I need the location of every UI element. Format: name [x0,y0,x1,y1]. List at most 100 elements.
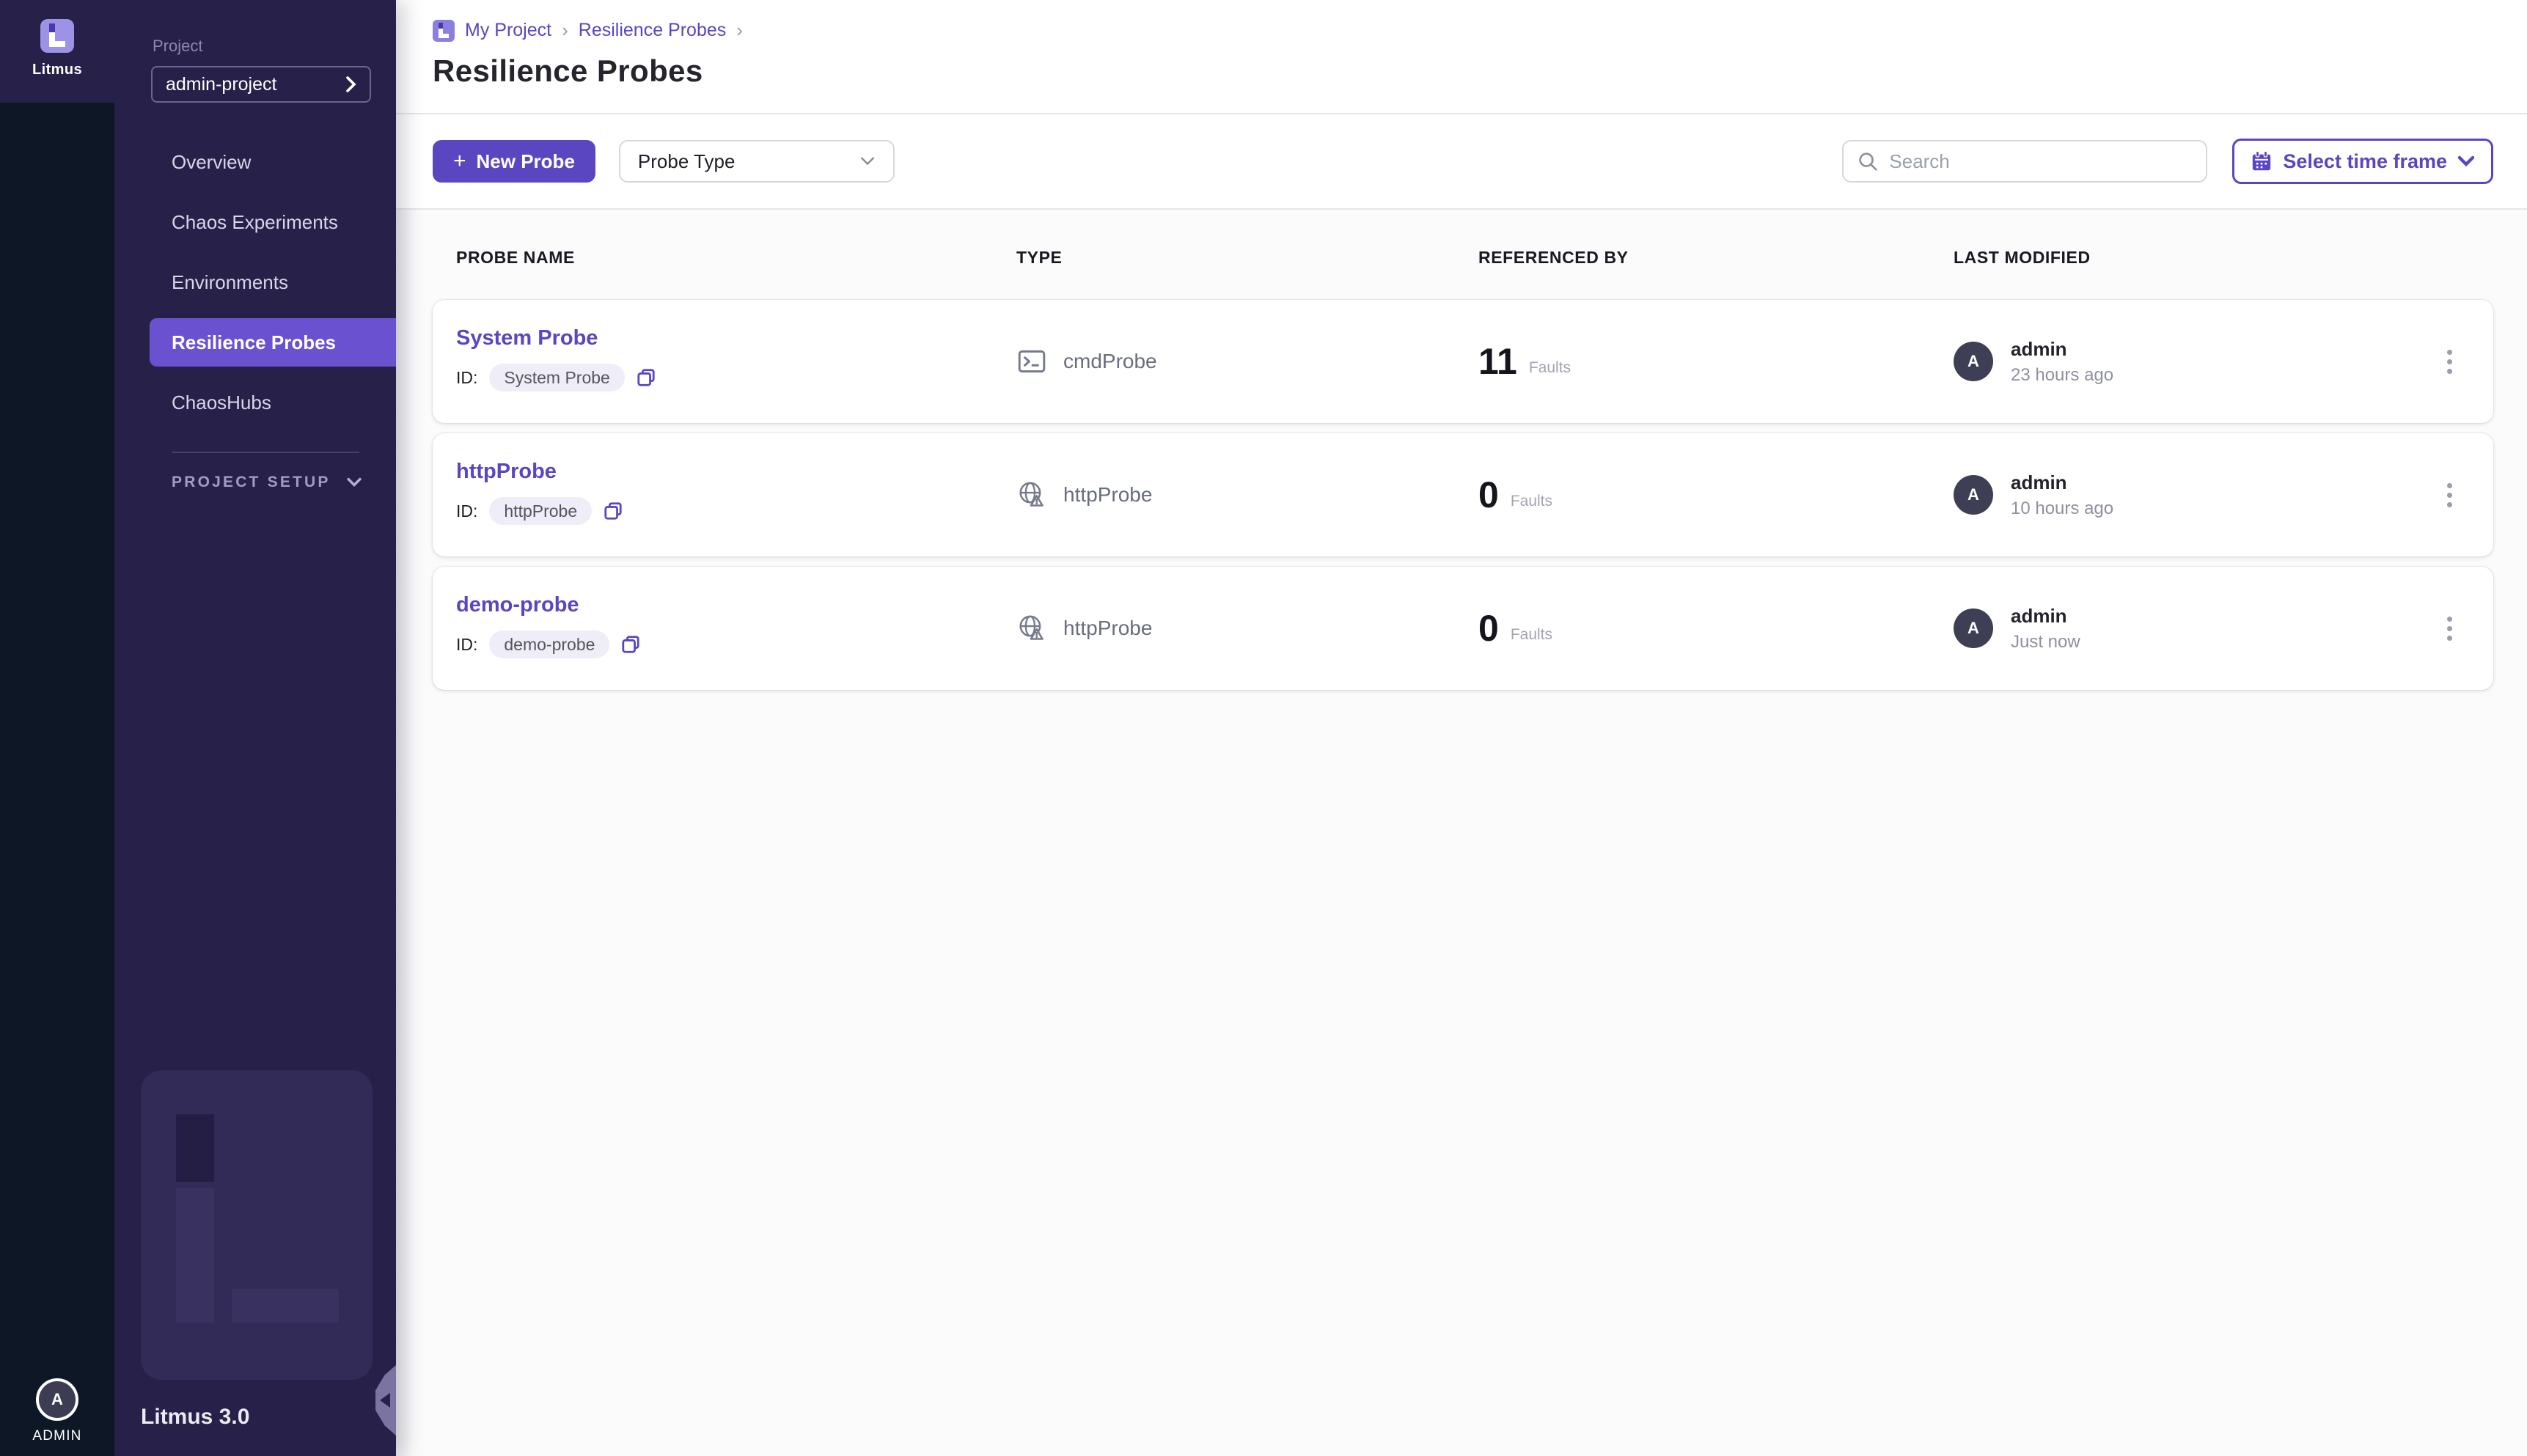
user-block: A ADMIN [0,1378,114,1444]
table-header-row: PROBE NAME TYPE REFERENCED BY LAST MODIF… [433,248,2493,268]
table-row: httpProbe ID: httpProbe [433,433,2493,556]
search-input[interactable] [1889,150,2193,173]
project-name: admin-project [166,73,277,95]
search-icon [1859,152,1877,171]
probe-type-cell: cmdProbe [1016,346,1478,377]
sidebar-item-chaos-experiments[interactable]: Chaos Experiments [172,210,338,233]
sidebar-item-chaoshubs[interactable]: ChaosHubs [172,391,271,413]
copy-icon [604,502,622,520]
probe-name-cell: System Probe ID: System Probe [456,300,1016,423]
column-header-last-modified: LAST MODIFIED [1954,248,2091,267]
sidebar-divider [172,452,359,453]
breadcrumb: My Project › Resilience Probes › [433,19,2493,42]
probe-type-select[interactable]: Probe Type [618,140,895,183]
referenced-count: 0 [1478,608,1499,649]
litmus-logo-icon [40,19,74,53]
litmus-watermark [141,1070,373,1380]
probe-name-link[interactable]: System Probe [456,326,598,350]
last-modified-cell: A admin 23 hours ago [1954,338,2429,386]
sidebar-collapse-handle[interactable] [375,1365,396,1435]
globe-icon [1019,615,1044,640]
copy-icon [622,636,640,653]
id-label: ID: [456,634,478,654]
avatar: A [1954,608,1993,648]
sidebar-item-resilience-probes[interactable]: Resilience Probes [150,318,396,367]
chevron-down-icon [2457,155,2475,167]
row-menu-button[interactable] [2429,608,2470,650]
user-label: ADMIN [32,1428,82,1444]
copy-id-button[interactable] [621,635,640,654]
table-row: demo-probe ID: demo-probe [433,567,2493,690]
page-header: My Project › Resilience Probes › Resilie… [396,0,2527,114]
user-initial: A [51,1390,63,1408]
toolbar: + New Probe Probe Type [396,114,2527,210]
project-selector[interactable]: admin-project [151,66,371,103]
referenced-by-cell: 11 Faults [1478,343,1954,380]
main-area: My Project › Resilience Probes › Resilie… [396,0,2527,1456]
sidebar-item-environments[interactable]: Environments [172,271,288,293]
terminal-icon [1018,350,1046,373]
column-header-referenced-by: REFERENCED BY [1478,248,1629,267]
column-header-type: TYPE [1016,248,1063,267]
modified-time: 10 hours ago [2011,498,2114,518]
referenced-by-cell: 0 Faults [1478,610,1954,647]
breadcrumb-item-my-project[interactable]: My Project [465,20,552,40]
probe-type-label: httpProbe [1063,483,1153,506]
page-title: Resilience Probes [433,54,703,88]
sidebar: Litmus A ADMIN Project admin-project Ove… [0,0,396,1456]
sidebar-rail: Litmus A ADMIN [0,0,114,1456]
chevron-down-icon [860,157,875,166]
search-field [1842,140,2208,183]
probe-name-link[interactable]: httpProbe [456,460,557,483]
breadcrumb-logo-icon [433,19,455,42]
probe-type-cell: httpProbe [1016,613,1478,644]
sidebar-nav: Overview Chaos Experiments Environments … [114,138,396,427]
modified-by-user: admin [2011,337,2067,360]
modified-by-user: admin [2011,604,2067,627]
id-label: ID: [456,501,478,521]
modified-time: 23 hours ago [2011,364,2114,385]
id-label: ID: [456,367,478,387]
probe-id-chip: System Probe [489,364,625,391]
last-modified-cell: A admin Just now [1954,605,2429,652]
globe-icon [1019,482,1044,507]
probes-table: PROBE NAME TYPE REFERENCED BY LAST MODIF… [396,210,2527,1456]
sidebar-panel: Project admin-project Overview Chaos Exp… [114,0,396,1456]
copy-icon [637,369,655,386]
breadcrumb-separator: › [562,19,568,41]
select-timeframe-button[interactable]: Select time frame [2232,139,2493,184]
avatar: A [1954,342,1993,381]
sidebar-item-overview[interactable]: Overview [172,150,252,173]
brand-name: Litmus [32,62,82,78]
probe-type-label: httpProbe [1063,617,1153,639]
copy-id-button[interactable] [637,368,656,387]
table-row: System Probe ID: System Probe cmdProbe [433,300,2493,423]
row-menu-button[interactable] [2429,474,2470,516]
project-setup-toggle[interactable]: PROJECT SETUP [172,474,362,491]
referenced-unit: Faults [1528,359,1571,376]
referenced-count: 0 [1478,474,1499,515]
probe-name-link[interactable]: demo-probe [456,593,579,617]
new-probe-button[interactable]: + New Probe [433,140,595,183]
user-avatar[interactable]: A [36,1378,78,1421]
copy-id-button[interactable] [604,501,623,521]
probe-type-label: cmdProbe [1063,350,1157,372]
chevron-down-icon [347,477,362,487]
referenced-unit: Faults [1510,493,1552,510]
referenced-by-cell: 0 Faults [1478,477,1954,513]
referenced-count: 11 [1478,341,1517,382]
probe-name-cell: httpProbe ID: httpProbe [456,433,1016,556]
table-body: System Probe ID: System Probe cmdProbe [433,300,2493,690]
probe-id-chip: httpProbe [489,497,593,525]
breadcrumb-item-resilience-probes[interactable]: Resilience Probes [578,20,727,40]
column-header-probe-name: PROBE NAME [456,248,575,267]
probe-name-cell: demo-probe ID: demo-probe [456,567,1016,690]
modified-by-user: admin [2011,471,2067,493]
probe-id-chip: demo-probe [489,630,610,658]
row-menu-button[interactable] [2429,341,2470,383]
avatar: A [1954,475,1993,515]
plus-icon: + [453,149,466,173]
last-modified-cell: A admin 10 hours ago [1954,471,2429,519]
project-label: Project [153,37,203,55]
